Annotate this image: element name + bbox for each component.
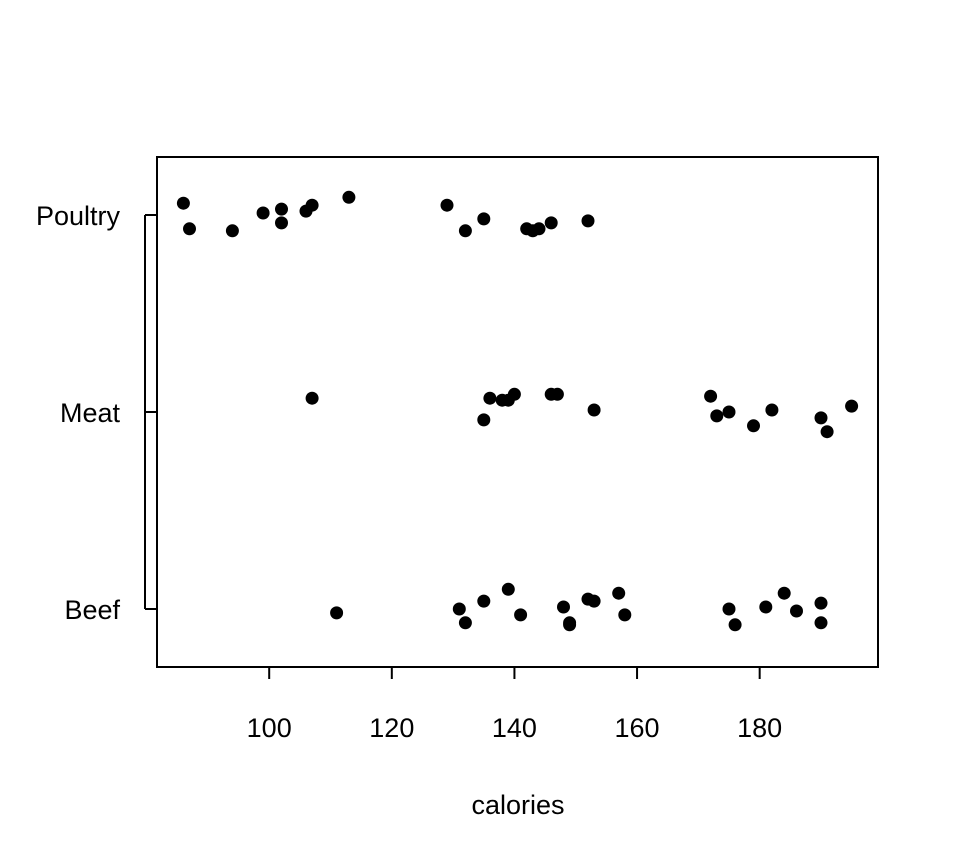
x-axis: 100 120 140 160 180 (247, 666, 782, 743)
x-tick-label: 120 (369, 713, 414, 743)
data-point-beef (330, 606, 344, 620)
data-point-beef (759, 600, 773, 614)
data-point-beef (777, 586, 791, 600)
data-point-meat (845, 399, 859, 413)
x-tick-label: 100 (247, 713, 292, 743)
data-point-beef (728, 618, 742, 632)
data-point-poultry (256, 206, 270, 220)
data-point-beef (814, 616, 828, 630)
data-point-beef (814, 596, 828, 610)
x-tick-label: 160 (615, 713, 660, 743)
data-point-meat (710, 409, 724, 423)
data-point-beef (563, 616, 577, 630)
data-point-beef (618, 608, 632, 622)
data-point-meat (483, 391, 497, 405)
data-point-poultry (440, 198, 454, 212)
data-point-meat (704, 389, 718, 403)
data-point-beef (452, 602, 466, 616)
data-point-poultry (477, 212, 491, 226)
data-point-meat (507, 387, 521, 401)
x-tick-label: 180 (737, 713, 782, 743)
y-tick-label-poultry: Poultry (36, 201, 121, 231)
data-point-meat (765, 403, 779, 417)
data-point-poultry (458, 224, 472, 238)
data-point-meat (747, 419, 760, 433)
y-tick-label-beef: Beef (64, 595, 120, 625)
data-point-beef (477, 594, 491, 608)
data-point-beef (722, 602, 736, 616)
data-points (176, 190, 859, 632)
x-axis-title: calories (471, 790, 564, 820)
x-tick-label: 140 (492, 713, 537, 743)
data-point-meat (550, 387, 564, 401)
data-point-beef (557, 600, 570, 614)
data-point-poultry (305, 198, 319, 212)
data-point-meat (820, 425, 834, 439)
data-point-poultry (275, 202, 288, 216)
data-point-meat (587, 403, 601, 417)
data-point-poultry (183, 222, 196, 236)
y-tick-label-meat: Meat (60, 398, 121, 428)
data-point-meat (305, 391, 319, 405)
y-axis: Beef Meat Poultry (36, 201, 157, 625)
data-point-meat (722, 405, 736, 419)
data-point-beef (501, 582, 515, 596)
data-point-poultry (275, 216, 288, 230)
data-point-beef (790, 604, 803, 618)
data-point-poultry (544, 216, 558, 230)
data-point-beef (458, 616, 472, 630)
data-point-poultry (225, 224, 239, 238)
data-point-beef (587, 594, 601, 608)
data-point-poultry (581, 214, 595, 228)
data-point-meat (477, 413, 491, 427)
data-point-poultry (342, 190, 356, 204)
data-point-beef (612, 586, 626, 600)
data-point-poultry (532, 222, 546, 236)
data-point-meat (814, 411, 828, 425)
data-point-beef (514, 608, 528, 622)
data-point-poultry (176, 196, 190, 210)
